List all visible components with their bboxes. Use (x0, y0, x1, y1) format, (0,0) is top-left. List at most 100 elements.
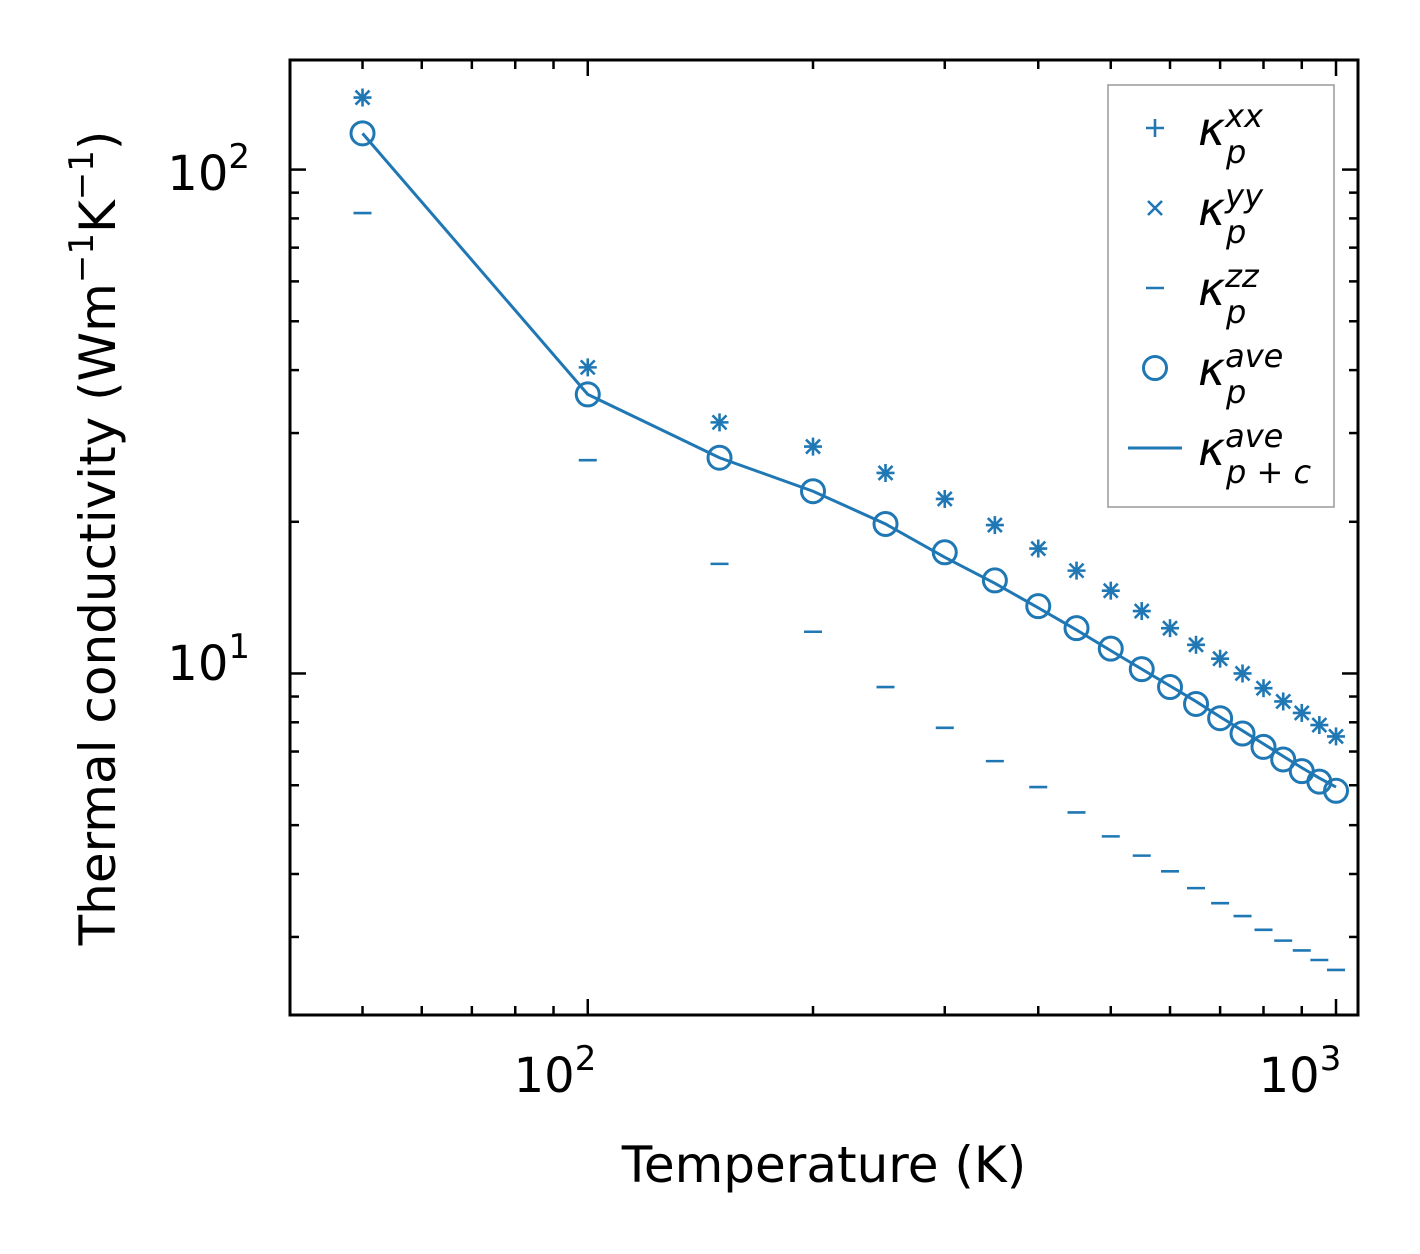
point-x-700 (1212, 650, 1229, 667)
legend-label-yy: κyy p (1198, 177, 1264, 251)
point-circle-550 (1128, 656, 1155, 683)
point-x-950-d2 (1311, 717, 1328, 733)
point-x-700-d2 (1212, 650, 1229, 667)
point-x-350 (986, 517, 1003, 534)
legend-marker-x-d2 (1147, 200, 1163, 216)
point-x-900-d2 (1293, 705, 1310, 721)
point-circle-100-ring (574, 381, 601, 408)
legend-label-ave: κave p (1198, 337, 1283, 411)
legend-marker-circle-ring (1142, 355, 1168, 381)
legend-label-ave-pc: κave p + c (1198, 417, 1311, 491)
point-x-50-d2 (354, 89, 371, 106)
point-circle-50-ring (349, 120, 376, 147)
point-x-750 (1234, 665, 1251, 682)
point-circle-1000 (1323, 777, 1350, 804)
point-circle-250-ring (872, 510, 899, 537)
series-hline (353, 211, 1346, 972)
point-x-250 (877, 465, 894, 481)
point-x-800-d2 (1255, 680, 1272, 697)
x-tick-label-100: 102 (514, 1039, 597, 1104)
point-circle-400-ring (1025, 593, 1052, 620)
point-circle-650-ring (1183, 690, 1210, 717)
point-x-650 (1188, 636, 1204, 653)
point-x-750-d2 (1234, 665, 1251, 682)
point-circle-350 (981, 567, 1008, 594)
point-x-550-d2 (1133, 603, 1150, 619)
point-x-400 (1030, 540, 1047, 557)
series-line-kappa-pc-ave (361, 132, 1337, 789)
plot-frame (288, 58, 1360, 1017)
point-x-600 (1162, 620, 1178, 637)
point-x-300-d2 (936, 491, 953, 507)
series-line (361, 132, 1337, 789)
series-x (354, 89, 1344, 745)
legend-marker-plus (1146, 119, 1164, 137)
point-circle-200 (800, 478, 827, 505)
legend-marker-x (1147, 200, 1163, 216)
point-circle-750 (1229, 720, 1256, 747)
point-circle-450 (1063, 615, 1090, 642)
point-circle-50 (349, 120, 376, 147)
data-marks (349, 88, 1350, 972)
point-x-150-d2 (711, 414, 728, 431)
point-x-500-d2 (1102, 582, 1119, 599)
point-circle-200-ring (800, 478, 827, 505)
point-circle-600 (1157, 674, 1184, 701)
point-circle-250 (872, 510, 899, 537)
legend-markers (1128, 119, 1182, 450)
point-x-500 (1102, 582, 1119, 599)
legend: κxx p κyy p κzz p κave p κave p + c (1107, 84, 1335, 508)
y-tick-label-100: 102 (167, 137, 250, 202)
point-x-450 (1068, 562, 1085, 579)
point-circle-150 (706, 444, 733, 471)
point-x-850 (1275, 693, 1292, 710)
point-circle-1000-ring (1323, 777, 1350, 804)
point-circle-750-ring (1229, 720, 1256, 747)
point-x-350-d2 (986, 517, 1003, 534)
point-x-1000-d2 (1328, 728, 1344, 745)
point-circle-100 (574, 381, 601, 408)
point-circle-800 (1250, 733, 1277, 760)
point-x-100 (579, 359, 596, 376)
x-axis-title: Temperature (K) (621, 1136, 1026, 1194)
series-circle (349, 120, 1350, 804)
point-x-650-d2 (1188, 636, 1204, 653)
point-x-900 (1293, 705, 1310, 721)
point-circle-500-ring (1097, 635, 1124, 662)
point-x-800 (1255, 680, 1272, 697)
point-x-950 (1311, 717, 1328, 733)
point-x-400-d2 (1030, 540, 1047, 557)
y-axis-title: Thermal conductivity (Wm−1K−1) (62, 131, 127, 947)
point-x-300 (936, 491, 953, 507)
point-circle-850-ring (1270, 746, 1297, 773)
point-circle-650 (1183, 690, 1210, 717)
point-circle-150-ring (706, 444, 733, 471)
point-circle-450-ring (1063, 615, 1090, 642)
point-circle-850 (1270, 746, 1297, 773)
point-circle-600-ring (1157, 674, 1184, 701)
point-x-200 (805, 438, 821, 455)
point-circle-700-ring (1207, 705, 1234, 732)
point-circle-500 (1097, 635, 1124, 662)
point-x-250-d2 (877, 465, 894, 481)
point-x-600-d2 (1162, 620, 1178, 637)
point-circle-700 (1207, 705, 1234, 732)
point-x-150 (711, 414, 728, 431)
legend-label-xx: κxx p (1198, 97, 1264, 171)
point-circle-350-ring (981, 567, 1008, 594)
point-x-1000 (1328, 728, 1344, 745)
point-x-450-d2 (1068, 562, 1085, 579)
point-x-50 (354, 89, 371, 106)
point-x-100-d2 (579, 359, 596, 376)
point-x-550 (1133, 603, 1150, 619)
point-circle-800-ring (1250, 733, 1277, 760)
legend-frame (1107, 84, 1335, 508)
y-tick-label-10: 101 (167, 627, 250, 692)
point-circle-400 (1025, 593, 1052, 620)
point-x-200-d2 (805, 438, 821, 455)
legend-marker-circle (1142, 355, 1168, 381)
x-tick-label-1000: 103 (1259, 1039, 1342, 1104)
legend-label-zz: κzz p (1198, 257, 1260, 331)
point-x-850-d2 (1275, 693, 1292, 710)
